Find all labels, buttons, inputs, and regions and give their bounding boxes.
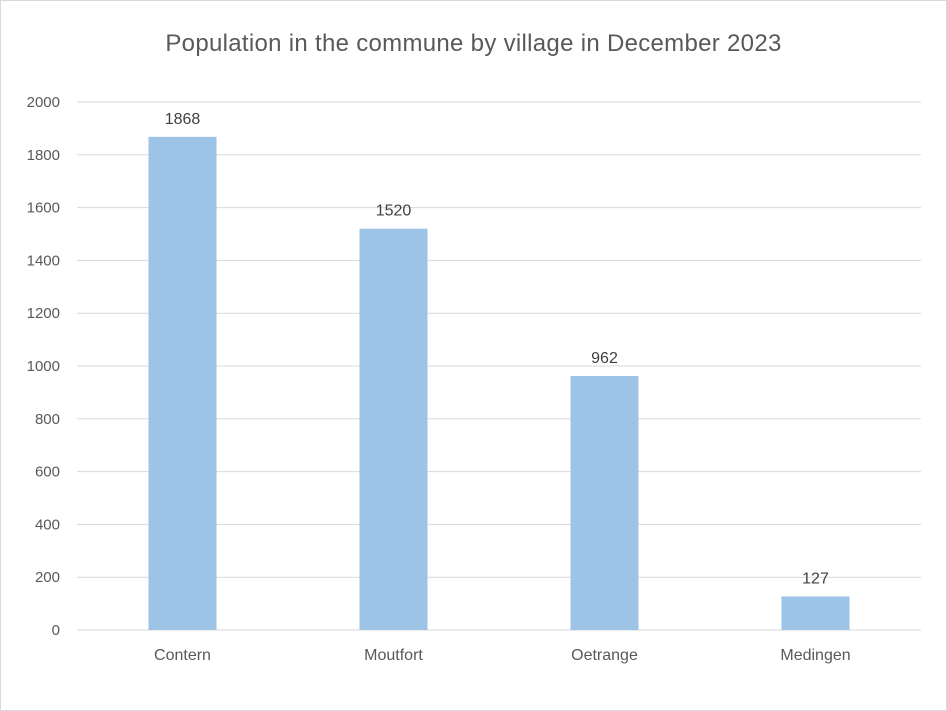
- data-label: 1520: [376, 203, 412, 220]
- y-tick-label: 1800: [27, 147, 60, 164]
- y-tick-label: 600: [35, 464, 60, 481]
- data-labels: 1868 1520 962 127: [165, 111, 829, 588]
- data-label: 127: [802, 570, 829, 587]
- x-category-label: Moutfort: [364, 647, 423, 664]
- y-tick-label: 400: [35, 516, 60, 533]
- bar: [148, 136, 217, 630]
- x-category-label: Oetrange: [571, 647, 638, 664]
- x-axis-categories: Contern Moutfort Oetrange Medingen: [154, 647, 851, 664]
- y-axis-ticks: 0 200 400 600 800 1000 1200 1400 1600 1800 2000: [27, 94, 60, 639]
- y-tick-label: 1200: [27, 305, 60, 322]
- chart-title: Population in the commune by village in …: [165, 30, 782, 57]
- data-label: 962: [591, 350, 618, 367]
- bars: [148, 136, 850, 630]
- gridlines: [77, 101, 921, 631]
- bar: [570, 376, 639, 630]
- y-tick-label: 0: [52, 622, 60, 639]
- x-category-label: Medingen: [780, 647, 850, 664]
- y-tick-label: 1400: [27, 252, 60, 269]
- y-tick-label: 1000: [27, 358, 60, 375]
- y-tick-label: 1600: [27, 200, 60, 217]
- bar: [359, 228, 428, 630]
- y-tick-label: 200: [35, 569, 60, 586]
- bar: [781, 596, 850, 630]
- x-category-label: Contern: [154, 647, 211, 664]
- y-tick-label: 800: [35, 411, 60, 428]
- y-tick-label: 2000: [27, 94, 60, 111]
- data-label: 1868: [165, 111, 201, 128]
